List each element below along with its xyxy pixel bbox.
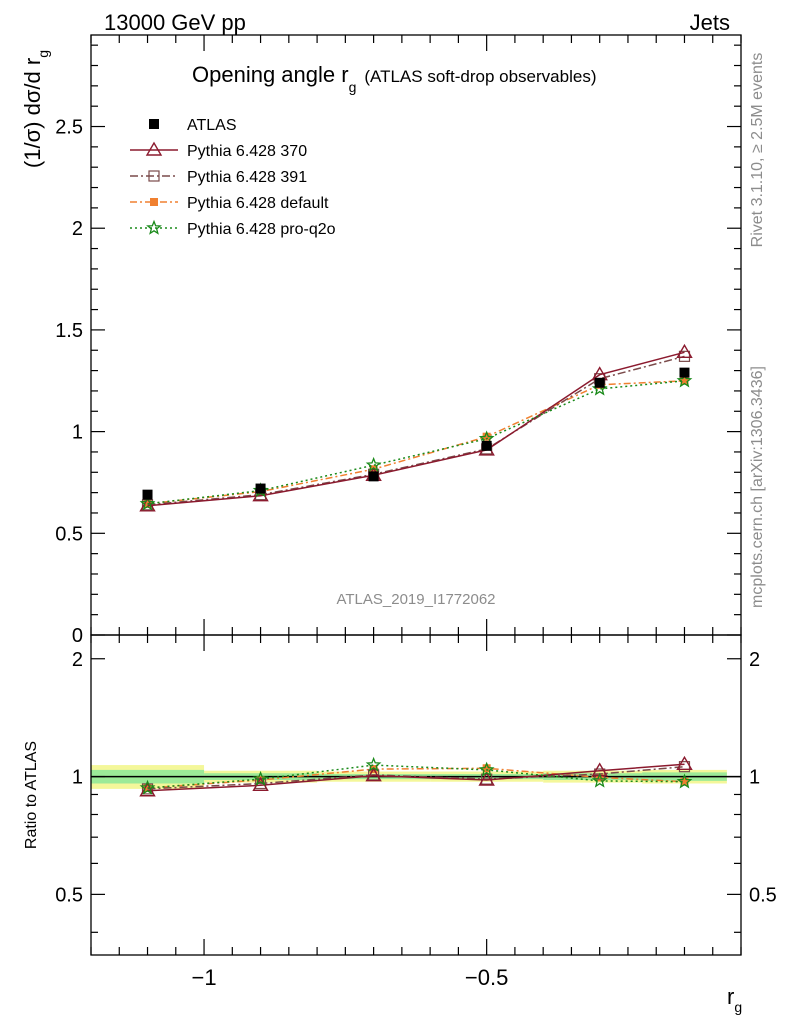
- ratio-y-tick-label-right: 1: [749, 767, 760, 789]
- legend-marker-0: [149, 119, 159, 129]
- legend-entry-3: Pythia 6.428 default: [130, 195, 329, 212]
- main-plot: 0 0.5 1 1.5 2 2.5: [55, 34, 742, 647]
- x-tick-label: −0.5: [465, 965, 508, 990]
- legend-label-1: Pythia 6.428 370: [187, 143, 307, 160]
- main-title-sub: g: [349, 79, 357, 95]
- main-y-tick-label: 2: [72, 218, 83, 240]
- rivet-label: Rivet 3.1.10, ≥ 2.5M events: [749, 53, 766, 248]
- x-tick-label: −1: [191, 965, 216, 990]
- series-4: [139, 372, 693, 511]
- series-line-2: [147, 355, 685, 506]
- legend-label-3: Pythia 6.428 default: [187, 195, 329, 212]
- ratio-point-0-2: [365, 767, 382, 782]
- ratio-plot: −1 −0.5 0.5 0.5 1 1 2 2: [55, 35, 777, 990]
- energy-label: 13000 GeV pp: [104, 10, 246, 35]
- ratio-point-3-5: [676, 773, 693, 789]
- ratio-point-2-3: [482, 764, 491, 773]
- point-0-0: [142, 489, 153, 500]
- legend: ATLAS Pythia 6.428 370 Pythia 6.428 391 Pyt…: [130, 117, 336, 238]
- main-y-tick-label: 0.5: [55, 523, 83, 545]
- main-y-axis: 0 0.5 1 1.5 2 2.5: [55, 44, 741, 647]
- main-ylabel-text: (1/σ) dσ/d r: [20, 58, 45, 168]
- main-y-tick-label: 1.5: [55, 320, 83, 342]
- point-0-3: [481, 440, 492, 451]
- legend-marker-3: [150, 198, 158, 206]
- x-axis: −1 −0.5: [90, 35, 742, 990]
- ratio-y-tick-label-right: 2: [749, 649, 760, 671]
- ratio-point-0-5: [676, 755, 693, 770]
- main-ylabel-sub: g: [35, 50, 51, 58]
- ratio-ylabel: Ratio to ATLAS: [23, 741, 40, 849]
- legend-marker-1: [145, 141, 163, 156]
- ratio-xlabel: rg: [727, 984, 742, 1015]
- point-0-4: [594, 377, 605, 388]
- main-y-tick-label: 0: [72, 625, 83, 647]
- ratio-point-2-5: [680, 777, 689, 786]
- main-title-text: Opening angle r: [192, 62, 349, 87]
- legend-marker-4: [146, 219, 162, 235]
- ratio-point-3-0: [139, 779, 156, 795]
- ratio-point-1-4: [594, 768, 606, 780]
- point-3-5: [680, 376, 689, 385]
- series-line-1: [147, 351, 685, 507]
- ratio-line-0: [147, 763, 685, 792]
- ratio-frame: [90, 634, 742, 956]
- ratio-point-2-1: [256, 775, 265, 784]
- series-3: [143, 376, 689, 508]
- ratio-point-3-3: [478, 761, 495, 777]
- ratio-line-1: [147, 765, 685, 790]
- process-label: Jets: [690, 10, 730, 35]
- ratio-y-tick-label: 2: [72, 649, 83, 671]
- legend-label-0: ATLAS: [187, 117, 237, 134]
- ratio-line-2: [147, 767, 685, 789]
- main-ylabel: (1/σ) dσ/d rg: [20, 50, 51, 168]
- analysis-watermark: ATLAS_2019_I1772062: [336, 591, 495, 608]
- ratio-xlabel-sub: g: [734, 999, 742, 1015]
- series-line-4: [147, 380, 685, 505]
- legend-label-4: Pythia 6.428 pro-q2o: [187, 221, 336, 238]
- point-2-5: [678, 350, 691, 362]
- main-title-extra: (ATLAS soft-drop observables): [364, 67, 596, 86]
- main-y-tick-label: 2.5: [55, 117, 83, 139]
- series-0: [142, 367, 690, 500]
- legend-marker-2: [148, 170, 160, 182]
- point-1-5: [676, 343, 693, 358]
- ratio-point-3-4: [591, 772, 608, 788]
- series-2: [141, 350, 691, 511]
- ratio-point-3-2: [365, 756, 382, 772]
- point-4-5: [676, 372, 693, 388]
- point-4-0: [139, 495, 156, 511]
- legend-entry-1: Pythia 6.428 370: [130, 141, 307, 160]
- point-4-2: [365, 456, 382, 472]
- legend-entry-4: Pythia 6.428 pro-q2o: [130, 219, 336, 238]
- point-1-0: [139, 497, 156, 512]
- point-0-2: [368, 471, 379, 482]
- series-1: [139, 343, 693, 512]
- ratio-xlabel-text: r: [727, 984, 734, 1009]
- point-3-3: [482, 432, 491, 441]
- ratio-point-3-1: [252, 770, 269, 786]
- ratio-series-3: [139, 756, 693, 795]
- ratio-y-tick-label: 0.5: [55, 884, 83, 906]
- point-0-1: [255, 483, 266, 494]
- mcplots-label: mcplots.cern.ch [arXiv:1306.3436]: [749, 366, 766, 608]
- series-line-3: [147, 380, 685, 505]
- ratio-point-0-3: [478, 771, 495, 786]
- ratio-y-axis: 0.5 0.5 1 1 2 2: [55, 649, 777, 933]
- main-y-tick-label: 1: [72, 422, 83, 444]
- legend-entry-2: Pythia 6.428 391: [130, 169, 307, 186]
- point-0-5: [679, 367, 690, 378]
- ratio-y-tick-label-right: 0.5: [749, 884, 777, 906]
- main-title: Opening angle rg (ATLAS soft-drop observa…: [192, 62, 596, 95]
- legend-entry-0: ATLAS: [149, 117, 237, 134]
- ratio-y-tick-label: 1: [72, 767, 83, 789]
- ratio-point-2-4: [595, 773, 604, 782]
- legend-label-2: Pythia 6.428 391: [187, 169, 307, 186]
